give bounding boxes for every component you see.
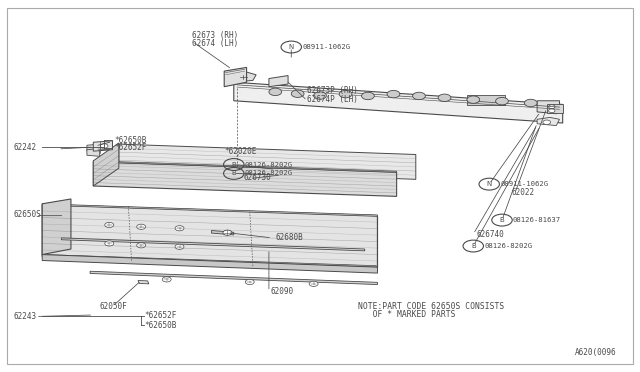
Text: 62674P (LH): 62674P (LH) (307, 95, 358, 104)
Circle shape (100, 144, 108, 148)
Circle shape (175, 226, 184, 231)
Text: 08911-1062G: 08911-1062G (302, 44, 350, 50)
Polygon shape (537, 118, 559, 126)
Circle shape (548, 109, 555, 113)
FancyBboxPatch shape (547, 105, 563, 113)
Circle shape (543, 120, 550, 125)
Polygon shape (90, 271, 378, 285)
Circle shape (269, 88, 282, 96)
Text: NOTE:PART CODE 62650S CONSISTS: NOTE:PART CODE 62650S CONSISTS (358, 302, 504, 311)
Text: N: N (289, 44, 294, 50)
Circle shape (548, 105, 555, 109)
Circle shape (339, 90, 352, 98)
Polygon shape (93, 141, 113, 151)
Circle shape (105, 241, 114, 246)
Circle shape (223, 230, 232, 235)
Text: 08126-81637: 08126-81637 (513, 217, 561, 223)
Text: B: B (232, 170, 236, 176)
Polygon shape (45, 254, 376, 267)
Text: *62020E: *62020E (224, 147, 257, 156)
Polygon shape (42, 254, 378, 273)
Polygon shape (93, 161, 397, 172)
Text: A620(0096: A620(0096 (575, 348, 617, 357)
Polygon shape (224, 67, 246, 87)
Polygon shape (230, 71, 256, 82)
FancyBboxPatch shape (467, 95, 505, 105)
Polygon shape (87, 144, 100, 152)
Text: B: B (232, 161, 236, 167)
Polygon shape (119, 144, 416, 179)
Circle shape (524, 99, 537, 107)
Polygon shape (138, 280, 149, 284)
Circle shape (495, 97, 508, 105)
Text: 08126-8202G: 08126-8202G (244, 170, 292, 176)
Polygon shape (61, 238, 365, 251)
Circle shape (175, 244, 184, 249)
Polygon shape (93, 162, 397, 196)
Circle shape (245, 279, 254, 285)
Circle shape (291, 90, 304, 97)
Text: 62243: 62243 (13, 312, 36, 321)
Circle shape (467, 96, 479, 103)
Text: 08126-8202G: 08126-8202G (484, 243, 532, 249)
Text: *62650B: *62650B (115, 135, 147, 145)
Polygon shape (42, 204, 378, 217)
Text: 08126-8202G: 08126-8202G (244, 161, 292, 167)
Polygon shape (211, 231, 234, 235)
Text: 62674 (LH): 62674 (LH) (192, 39, 239, 48)
Circle shape (163, 277, 172, 282)
Text: 626740: 626740 (476, 230, 504, 239)
Circle shape (137, 243, 146, 248)
Text: 62022: 62022 (511, 188, 534, 197)
Polygon shape (42, 199, 71, 254)
Circle shape (387, 90, 400, 98)
Text: OF * MARKED PARTS: OF * MARKED PARTS (358, 311, 456, 320)
Polygon shape (269, 76, 288, 87)
Text: 62673P (RH): 62673P (RH) (307, 86, 358, 95)
Text: 62090: 62090 (271, 287, 294, 296)
Text: 62242: 62242 (13, 142, 36, 151)
Text: 626730: 626730 (243, 173, 271, 182)
Polygon shape (87, 148, 100, 156)
Circle shape (314, 92, 326, 99)
Circle shape (413, 92, 426, 100)
Text: 08911-1062G: 08911-1062G (500, 181, 548, 187)
Text: 62673 (RH): 62673 (RH) (192, 31, 239, 39)
Circle shape (137, 224, 146, 230)
Circle shape (438, 94, 451, 102)
Text: *62650B: *62650B (145, 321, 177, 330)
Circle shape (309, 281, 318, 286)
Text: B: B (500, 217, 504, 223)
Polygon shape (93, 143, 119, 186)
Text: *62652F: *62652F (145, 311, 177, 320)
Circle shape (362, 92, 374, 100)
Text: 62650S: 62650S (13, 210, 41, 219)
Text: *62652F: *62652F (115, 143, 147, 152)
Polygon shape (537, 101, 559, 114)
Text: 62050F: 62050F (100, 302, 127, 311)
Text: N: N (486, 181, 492, 187)
Text: 62680B: 62680B (275, 232, 303, 242)
Polygon shape (42, 205, 378, 267)
Text: B: B (471, 243, 476, 249)
Circle shape (105, 222, 114, 228)
Polygon shape (234, 82, 563, 123)
